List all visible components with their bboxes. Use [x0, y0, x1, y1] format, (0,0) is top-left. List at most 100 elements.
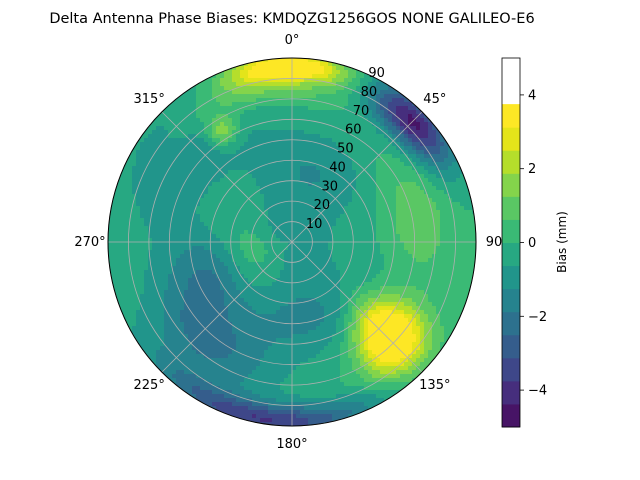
field-cell	[412, 130, 417, 135]
field-cell	[156, 214, 161, 219]
field-cell	[376, 238, 381, 243]
field-cell	[436, 202, 441, 207]
field-cell	[456, 226, 461, 231]
field-cell	[276, 154, 281, 159]
field-cell	[424, 258, 429, 263]
field-cell	[224, 246, 229, 251]
field-cell	[400, 234, 405, 239]
field-cell	[392, 226, 397, 231]
field-cell	[108, 254, 113, 259]
field-cell	[240, 206, 245, 211]
field-cell	[424, 198, 429, 203]
field-cell	[416, 170, 421, 175]
field-cell	[296, 298, 301, 303]
field-cell	[128, 290, 133, 295]
field-cell	[300, 58, 305, 63]
field-cell	[288, 94, 293, 99]
field-cell	[420, 198, 425, 203]
field-cell	[164, 306, 169, 311]
field-cell	[436, 218, 441, 223]
field-cell	[252, 158, 257, 163]
field-cell	[296, 286, 301, 291]
field-cell	[340, 118, 345, 123]
field-cell	[312, 170, 317, 175]
field-cell	[420, 186, 425, 191]
field-cell	[140, 230, 145, 235]
field-cell	[176, 138, 181, 143]
field-cell	[156, 170, 161, 175]
field-cell	[288, 146, 293, 151]
field-cell	[376, 122, 381, 127]
field-cell	[224, 210, 229, 215]
field-cell	[140, 246, 145, 251]
field-cell	[388, 106, 393, 111]
field-cell	[280, 254, 285, 259]
field-cell	[380, 250, 385, 255]
field-cell	[176, 178, 181, 183]
field-cell	[164, 290, 169, 295]
field-cell	[376, 146, 381, 151]
field-cell	[148, 174, 153, 179]
field-cell	[196, 266, 201, 271]
field-cell	[328, 230, 333, 235]
field-cell	[344, 218, 349, 223]
field-cell	[284, 74, 289, 79]
field-cell	[296, 238, 301, 243]
field-cell	[268, 222, 273, 227]
field-cell	[236, 74, 241, 79]
field-cell	[136, 174, 141, 179]
field-cell	[348, 90, 353, 95]
field-cell	[340, 286, 345, 291]
field-cell	[300, 190, 305, 195]
field-cell	[120, 198, 125, 203]
field-cell	[380, 258, 385, 263]
field-cell	[236, 158, 241, 163]
field-cell	[268, 170, 273, 175]
field-cell	[240, 114, 245, 119]
field-cell	[244, 238, 249, 243]
field-cell	[296, 270, 301, 275]
field-cell	[280, 170, 285, 175]
field-cell	[344, 258, 349, 263]
field-cell	[252, 206, 257, 211]
field-cell	[256, 226, 261, 231]
field-cell	[404, 158, 409, 163]
field-cell	[260, 194, 265, 199]
field-cell	[120, 226, 125, 231]
field-cell	[316, 222, 321, 227]
field-cell	[420, 114, 425, 119]
field-cell	[180, 218, 185, 223]
field-cell	[116, 286, 121, 291]
field-cell	[120, 270, 125, 275]
field-cell	[296, 306, 301, 311]
field-cell	[408, 198, 413, 203]
field-cell	[180, 186, 185, 191]
field-cell	[432, 118, 437, 123]
field-cell	[160, 250, 165, 255]
field-cell	[184, 174, 189, 179]
field-cell	[408, 118, 413, 123]
field-cell	[300, 174, 305, 179]
field-cell	[204, 294, 209, 299]
field-cell	[296, 278, 301, 283]
field-cell	[300, 242, 305, 247]
field-cell	[244, 106, 249, 111]
field-cell	[252, 290, 257, 295]
field-cell	[176, 266, 181, 271]
field-cell	[268, 126, 273, 131]
field-cell	[264, 190, 269, 195]
field-cell	[360, 114, 365, 119]
field-cell	[324, 134, 329, 139]
field-cell	[188, 194, 193, 199]
field-cell	[332, 154, 337, 159]
field-cell	[200, 206, 205, 211]
field-cell	[360, 306, 365, 311]
field-cell	[344, 262, 349, 267]
field-cell	[444, 134, 449, 139]
field-cell	[308, 66, 313, 71]
field-cell	[448, 210, 453, 215]
field-cell	[188, 150, 193, 155]
field-cell	[120, 278, 125, 283]
field-cell	[404, 142, 409, 147]
field-cell	[316, 262, 321, 267]
